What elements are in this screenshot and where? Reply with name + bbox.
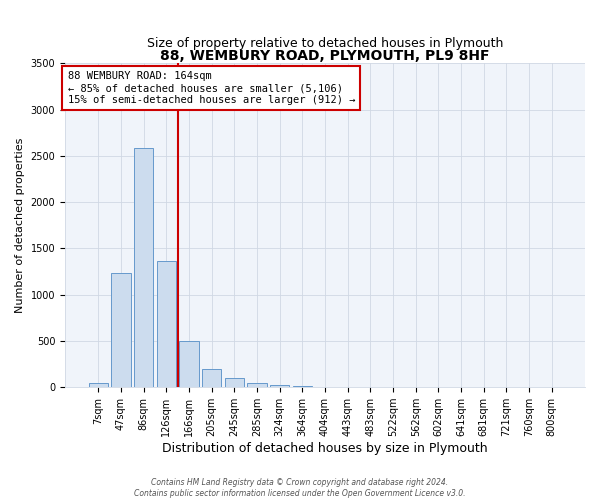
Bar (89, 383, 108, 387)
Y-axis label: Number of detached properties: Number of detached properties (15, 138, 25, 313)
Title: 88, WEMBURY ROAD, PLYMOUTH, PL9 8HF: 88, WEMBURY ROAD, PLYMOUTH, PL9 8HF (160, 50, 490, 64)
Bar (202, 369, 221, 387)
Bar (247, 383, 266, 387)
Bar (134, 148, 153, 387)
Text: Contains HM Land Registry data © Crown copyright and database right 2024.
Contai: Contains HM Land Registry data © Crown c… (134, 478, 466, 498)
Bar (293, 386, 312, 387)
Bar (157, 262, 176, 387)
Bar (270, 385, 289, 387)
X-axis label: Distribution of detached houses by size in Plymouth: Distribution of detached houses by size … (162, 442, 488, 455)
Text: 88 WEMBURY ROAD: 164sqm
← 85% of detached houses are smaller (5,106)
15% of semi: 88 WEMBURY ROAD: 164sqm ← 85% of detache… (68, 72, 355, 104)
Bar (224, 378, 244, 387)
Bar (112, 274, 131, 387)
Bar (179, 341, 199, 387)
Text: Size of property relative to detached houses in Plymouth: Size of property relative to detached ho… (147, 38, 503, 51)
